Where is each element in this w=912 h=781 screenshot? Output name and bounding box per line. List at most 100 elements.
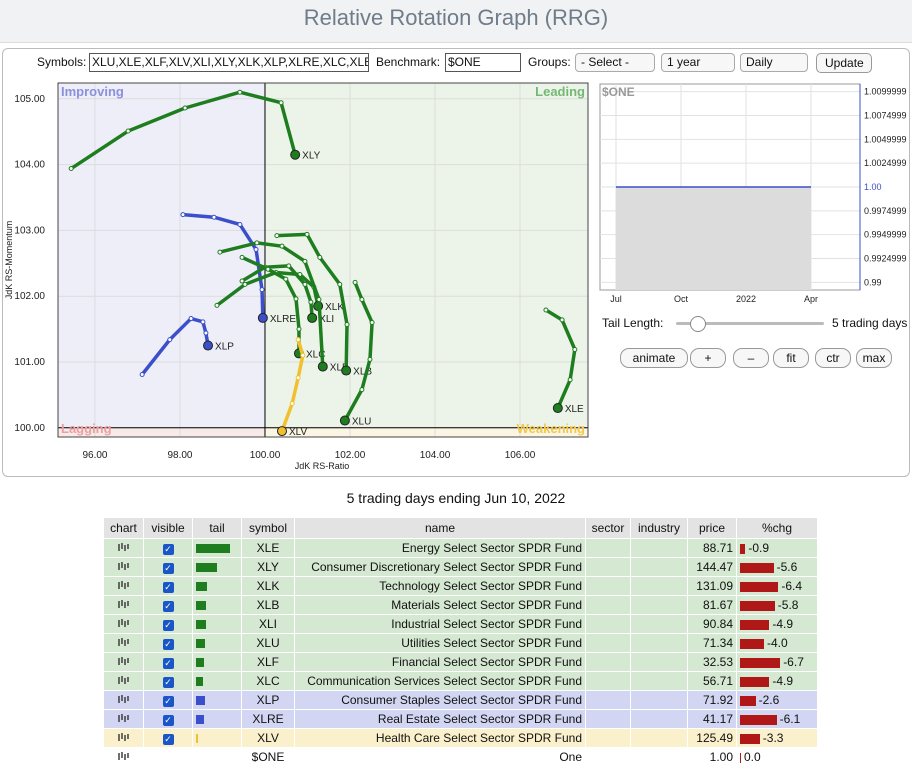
checkbox[interactable]: ✓ — [162, 658, 174, 669]
series-label: XLV — [289, 427, 307, 438]
tail-point — [344, 321, 350, 327]
column-header: sector — [585, 517, 631, 539]
industry-cell — [630, 690, 688, 710]
control-button[interactable]: max — [856, 348, 892, 368]
tail-length-value: 5 trading days — [832, 316, 908, 330]
tail-point — [237, 221, 243, 227]
tail-cell — [192, 595, 242, 615]
chart-glyph[interactable] — [117, 618, 130, 628]
chart-glyph[interactable] — [117, 637, 130, 647]
table-row: ✓ XLE Energy Select Sector SPDR Fund 88.71-… — [103, 538, 818, 558]
tail-point — [200, 319, 206, 325]
series-label: XLB — [353, 367, 372, 378]
chart-glyph[interactable] — [117, 656, 130, 666]
sector-cell — [585, 576, 631, 596]
chart-glyph[interactable] — [117, 732, 130, 742]
interval-select[interactable]: Daily — [740, 53, 808, 72]
table-row: ✓ XLC Communication Services Select Sector… — [103, 671, 818, 691]
control-button[interactable]: + — [690, 348, 726, 368]
price-cell: 131.09 — [687, 576, 737, 596]
tail-point — [242, 281, 248, 287]
chart-icon — [103, 576, 144, 596]
checkbox[interactable]: ✓ — [162, 696, 174, 707]
price-cell: 88.71 — [687, 538, 737, 558]
checkbox[interactable]: ✓ — [162, 639, 174, 650]
quadrant-label: Weakening — [517, 421, 585, 436]
pchg-text: -6.7 — [783, 655, 804, 669]
x-tick-label: 106.00 — [505, 450, 536, 461]
tail-point — [289, 400, 295, 406]
tail-point — [203, 330, 209, 336]
checkbox[interactable]: ✓ — [162, 582, 174, 593]
tail-point — [302, 258, 308, 264]
period-select[interactable]: 1 year — [661, 53, 735, 72]
chart-glyph[interactable] — [117, 713, 130, 723]
tail-cell — [192, 614, 242, 634]
sector-cell — [585, 595, 631, 615]
pchg-bar — [740, 752, 741, 763]
tail-bar — [196, 657, 205, 667]
tail-point — [239, 278, 245, 284]
industry-cell — [630, 614, 688, 634]
chart-glyph[interactable] — [117, 751, 130, 761]
chart-glyph[interactable] — [117, 580, 130, 590]
price-cell: 56.71 — [687, 671, 737, 691]
slider-thumb[interactable] — [690, 316, 706, 332]
checkbox[interactable]: ✓ — [162, 715, 174, 726]
chart-glyph[interactable] — [117, 542, 130, 552]
tail-point — [254, 240, 260, 246]
tail-point — [188, 316, 194, 322]
tail-point — [296, 326, 302, 332]
chart-icon — [103, 595, 144, 615]
y-tick-label: 0.9949999 — [864, 230, 907, 240]
checkbox[interactable]: ✓ — [162, 563, 174, 574]
chart-glyph[interactable] — [117, 675, 130, 685]
industry-cell — [630, 747, 688, 767]
checkbox[interactable]: ✓ — [162, 677, 174, 688]
control-button[interactable]: fit — [773, 348, 809, 368]
column-header: price — [687, 517, 737, 539]
chart-glyph[interactable] — [117, 599, 130, 609]
x-tick-label: Jul — [610, 294, 622, 304]
pchg-bar — [740, 600, 775, 611]
tail-line — [181, 212, 265, 320]
chart-glyph[interactable] — [117, 694, 130, 704]
chart-glyph[interactable] — [117, 561, 130, 571]
chart-title: $ONE — [602, 85, 635, 99]
groups-label: Groups: — [528, 55, 571, 69]
name-cell: Consumer Staples Select Sector SPDR Fund — [294, 690, 586, 710]
visible-cell: ✓ — [143, 576, 193, 596]
checkbox[interactable]: ✓ — [162, 601, 174, 612]
benchmark-input[interactable]: $ONE — [445, 53, 521, 72]
symbol-cell: XLV — [241, 728, 295, 748]
checkbox[interactable]: ✓ — [162, 544, 174, 555]
control-button[interactable]: animate — [620, 348, 688, 368]
head-marker — [203, 340, 214, 351]
tail-point — [125, 128, 131, 134]
update-button[interactable]: Update — [816, 53, 872, 73]
price-cell: 41.17 — [687, 709, 737, 729]
groups-select[interactable]: - Select - — [575, 53, 655, 72]
pchg-bar — [740, 733, 760, 744]
tail-line — [218, 241, 325, 369]
pchg-text: -5.6 — [776, 560, 798, 574]
checkbox[interactable]: ✓ — [162, 620, 174, 631]
pchg-text: -2.6 — [758, 693, 780, 707]
industry-cell — [630, 538, 688, 558]
control-button[interactable]: ctr — [815, 348, 851, 368]
pchg-bar — [740, 638, 764, 649]
tail-point — [253, 246, 259, 252]
table-row: ✓ XLU Utilities Select Sector SPDR Fund 71.… — [103, 633, 818, 653]
table-row: ✓ XLB Materials Select Sector SPDR Fund 81.… — [103, 595, 818, 615]
tail-point — [265, 266, 271, 272]
name-cell: Consumer Discretionary Select Sector SPD… — [294, 557, 586, 577]
tail-point — [139, 371, 145, 377]
head-marker — [552, 403, 563, 414]
series-label: XLU — [352, 417, 371, 428]
control-button[interactable]: – — [733, 348, 769, 368]
y-tick-label: 103.00 — [14, 225, 45, 236]
pchg-bar — [740, 714, 777, 725]
checkbox[interactable]: ✓ — [162, 734, 174, 745]
tail-bar — [196, 676, 203, 686]
symbols-input[interactable]: XLU,XLE,XLF,XLV,XLI,XLY,XLK,XLP,XLRE,XLC… — [89, 53, 369, 72]
